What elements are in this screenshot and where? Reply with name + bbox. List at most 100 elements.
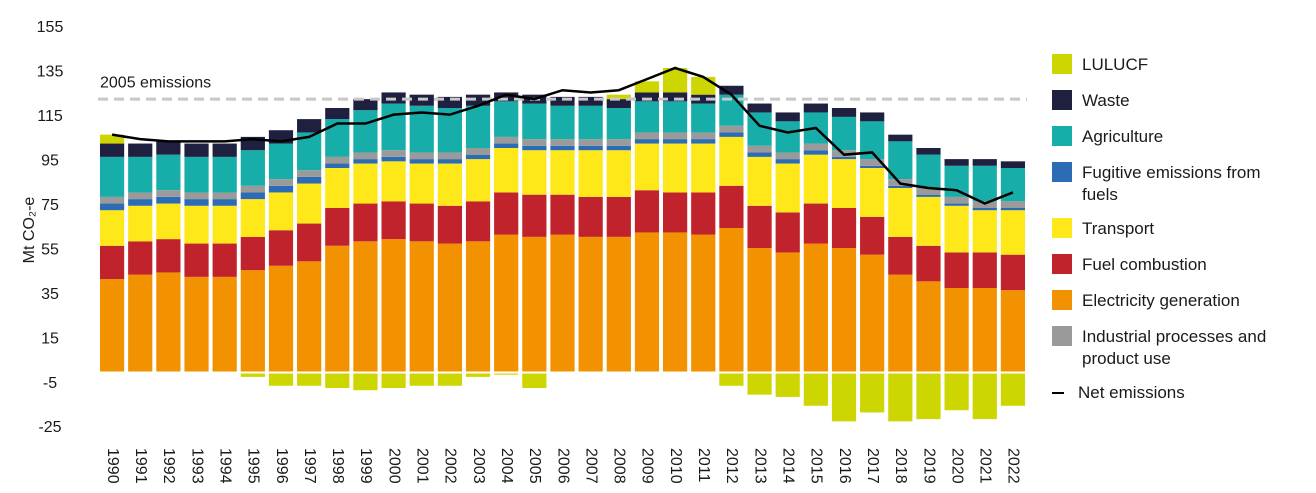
legend-label: Transport xyxy=(1082,219,1155,238)
bar-segment xyxy=(606,139,631,146)
bar-segment xyxy=(409,203,434,242)
y-tick-label: 95 xyxy=(41,153,59,170)
bar-segment xyxy=(494,143,519,148)
bar-segment xyxy=(916,188,941,195)
bar-segment xyxy=(944,372,969,411)
bar-segment xyxy=(381,372,406,388)
bar-segment xyxy=(578,139,603,146)
bar-segment xyxy=(663,101,688,133)
bar-segment xyxy=(1000,290,1026,373)
bar-segment xyxy=(606,150,631,197)
bar-segment xyxy=(775,121,800,153)
bar-segment xyxy=(719,132,744,137)
bar-segment xyxy=(381,239,406,373)
bar-segment xyxy=(240,270,265,373)
bar-segment xyxy=(297,183,322,224)
bar-segment xyxy=(156,272,181,373)
bar-segment xyxy=(972,159,997,166)
bar-segment xyxy=(860,216,885,255)
bar-segment xyxy=(268,192,294,231)
x-tick-label: 2003 xyxy=(470,448,487,484)
bar-segment xyxy=(1000,208,1026,211)
bar-segment xyxy=(606,94,631,100)
x-tick-label: 2020 xyxy=(948,448,965,484)
bar-segment xyxy=(831,372,857,422)
bar-segment xyxy=(297,170,322,177)
bar-segment xyxy=(381,150,406,157)
bar-segment xyxy=(578,96,603,106)
bar-segment xyxy=(916,372,941,420)
bar-segment xyxy=(719,228,744,373)
bar-segment xyxy=(409,159,434,164)
bar-segment xyxy=(494,192,519,235)
bar-segment xyxy=(522,145,547,151)
bar-segment xyxy=(437,152,462,160)
bar-segment xyxy=(550,150,575,195)
bar-segment xyxy=(972,165,997,202)
y-tick-label: 55 xyxy=(41,241,59,258)
bar-segment xyxy=(860,165,885,168)
legend-label: Fugitive emissions from fuels xyxy=(1082,163,1261,204)
bar-segment xyxy=(691,192,716,235)
legend-item: Fugitive emissions from fuels xyxy=(1052,162,1314,206)
bar-segment xyxy=(634,143,660,191)
bar-segment xyxy=(268,143,294,180)
bar-segment xyxy=(522,103,547,140)
bar-segment xyxy=(972,372,997,420)
bar-segment xyxy=(212,199,237,206)
bar-segment xyxy=(634,92,660,102)
bar-segment xyxy=(128,241,153,275)
x-tick-label: 1990 xyxy=(104,448,121,484)
bar-segment xyxy=(465,148,491,155)
legend-swatch xyxy=(1052,392,1064,394)
bar-segment xyxy=(184,205,209,244)
bar-segment xyxy=(578,105,603,140)
bar-segment xyxy=(663,139,688,144)
bar-segment xyxy=(212,276,237,373)
bar-segment xyxy=(494,136,519,144)
bar-segment xyxy=(1000,372,1026,406)
x-tick-label: 2021 xyxy=(977,448,994,484)
bar-segment xyxy=(437,159,462,164)
bar-segment xyxy=(184,276,209,373)
bar-segment xyxy=(550,234,575,373)
bar-segment xyxy=(240,236,265,271)
bar-segment xyxy=(775,252,800,373)
bar-segment xyxy=(325,168,350,208)
bar-segment xyxy=(297,372,322,386)
bar-segment xyxy=(353,203,378,242)
bar-segment xyxy=(409,372,434,386)
bar-segment xyxy=(99,210,125,246)
x-tick-label: 2019 xyxy=(920,448,937,484)
x-tick-label: 2000 xyxy=(385,448,402,484)
x-tick-label: 2004 xyxy=(498,448,515,484)
x-tick-label: 2009 xyxy=(639,448,656,484)
bar-segment xyxy=(494,101,519,137)
bar-segment xyxy=(944,203,969,206)
x-tick-label: 2018 xyxy=(892,448,909,484)
bar-segment xyxy=(522,236,547,373)
legend-swatch xyxy=(1052,290,1072,310)
bar-segment xyxy=(747,205,772,248)
bar-segment xyxy=(972,208,997,211)
bar-segment xyxy=(606,236,631,373)
bar-segment xyxy=(691,76,716,95)
x-tick-label: 2016 xyxy=(836,448,853,484)
bar-segment xyxy=(381,103,406,151)
bar-segment xyxy=(634,139,660,144)
y-tick-label: 75 xyxy=(41,197,59,214)
bar-segment xyxy=(719,85,744,95)
bar-segment xyxy=(494,148,519,193)
y-tick-label: 35 xyxy=(41,286,59,303)
x-tick-label: 1997 xyxy=(301,448,318,484)
legend-label: Agriculture xyxy=(1082,127,1164,146)
bar-segment xyxy=(803,372,828,406)
bar-segment xyxy=(944,288,969,373)
bar-segment xyxy=(128,205,153,242)
bar-segment xyxy=(972,288,997,373)
bar-segment xyxy=(578,145,603,151)
bar-segment xyxy=(972,252,997,288)
bar-segment xyxy=(803,143,828,151)
bar-segment xyxy=(522,139,547,146)
